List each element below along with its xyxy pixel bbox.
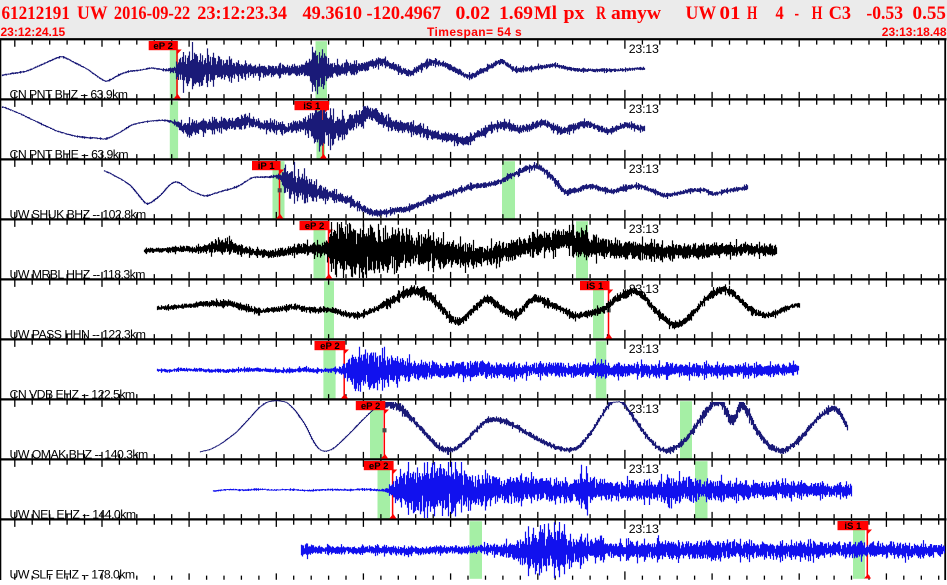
svg-text:23:13: 23:13 (629, 462, 659, 476)
svg-text:23:13: 23:13 (629, 102, 659, 116)
svg-text:23:13: 23:13 (629, 402, 659, 416)
svg-text:23:12:24.15: 23:12:24.15 (1, 25, 66, 39)
svg-text:-0.53: -0.53 (866, 4, 903, 24)
svg-text:01: 01 (720, 4, 741, 24)
svg-text:23:13: 23:13 (629, 222, 659, 236)
svg-text:UW MRBL HHZ -- 118.3km: UW MRBL HHZ -- 118.3km (10, 267, 146, 281)
svg-text:Timespan= 54 s: Timespan= 54 s (427, 25, 522, 39)
svg-text:2016-09-22: 2016-09-22 (114, 4, 190, 24)
svg-text:4: 4 (776, 4, 784, 24)
svg-text:eP 2: eP 2 (305, 221, 325, 232)
svg-text:Ml: Ml (534, 4, 557, 24)
svg-text:UW: UW (686, 4, 717, 24)
svg-text:eP 2: eP 2 (369, 461, 389, 472)
svg-text:H: H (747, 4, 758, 24)
svg-text:61212191: 61212191 (2, 4, 70, 24)
svg-text:23:13:18.48: 23:13:18.48 (882, 25, 947, 39)
svg-text:H: H (812, 4, 823, 24)
svg-text:CN PNT BHZ -- 63.9km: CN PNT BHZ -- 63.9km (10, 87, 128, 101)
svg-text:0.02: 0.02 (456, 4, 491, 24)
svg-text:eP 2: eP 2 (361, 401, 381, 412)
svg-text:amyw: amyw (611, 4, 662, 24)
svg-text:-120.4967: -120.4967 (367, 4, 442, 24)
svg-text:23:13: 23:13 (629, 42, 659, 56)
svg-text:23:13: 23:13 (629, 342, 659, 356)
svg-text:23:12:23.34: 23:12:23.34 (197, 4, 287, 24)
svg-text:C3: C3 (829, 4, 851, 24)
svg-text:iS 1: iS 1 (586, 281, 604, 292)
svg-text:23:13: 23:13 (629, 162, 659, 176)
svg-text:CN PNT BHE -- 63.9km: CN PNT BHE -- 63.9km (10, 147, 129, 161)
svg-text:1.69: 1.69 (499, 4, 533, 24)
svg-text:0.55: 0.55 (913, 4, 947, 24)
svg-text:R: R (596, 4, 606, 24)
svg-text:iP 1: iP 1 (258, 161, 276, 172)
svg-text:px: px (564, 4, 586, 24)
svg-text:UW: UW (77, 4, 108, 24)
svg-text:UW PASS HHN -- 122.3km: UW PASS HHN -- 122.3km (10, 327, 146, 341)
svg-text:-: - (795, 4, 800, 24)
svg-text:49.3610: 49.3610 (303, 4, 363, 24)
svg-text:UW OMAK BHZ -- 140.3km: UW OMAK BHZ -- 140.3km (10, 447, 149, 461)
svg-text:eP 2: eP 2 (153, 41, 173, 52)
svg-text:iS 1: iS 1 (303, 101, 321, 112)
svg-text:UW NEL EHZ -- 144.0km: UW NEL EHZ -- 144.0km (10, 507, 136, 521)
svg-text:UW SHUK BHZ -- 102.8km: UW SHUK BHZ -- 102.8km (10, 207, 146, 221)
svg-text:eP 2: eP 2 (320, 341, 340, 352)
svg-text:CN VDB EHZ -- 122.5km: CN VDB EHZ -- 122.5km (10, 387, 135, 401)
svg-text:iS 1: iS 1 (844, 521, 862, 532)
svg-text:UW SLF EHZ -- 178.0km: UW SLF EHZ -- 178.0km (10, 567, 135, 580)
svg-text:23:13: 23:13 (629, 522, 659, 536)
